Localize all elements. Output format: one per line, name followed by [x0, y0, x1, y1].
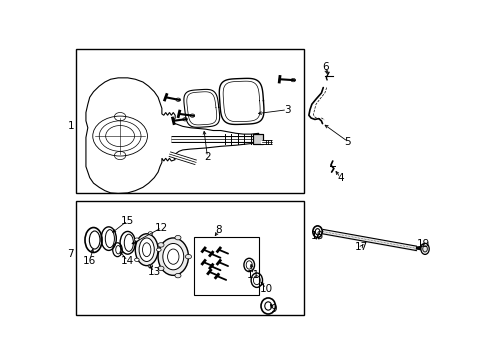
Text: 4: 4 [337, 173, 343, 183]
Circle shape [135, 238, 139, 241]
Circle shape [135, 258, 139, 261]
Text: 18: 18 [311, 231, 324, 241]
Text: 10: 10 [260, 284, 273, 293]
Text: 12: 12 [155, 222, 169, 233]
Circle shape [148, 232, 153, 235]
Text: 2: 2 [204, 152, 211, 162]
Text: 14: 14 [121, 256, 134, 266]
Circle shape [148, 264, 153, 268]
Ellipse shape [421, 243, 429, 255]
Text: 11: 11 [246, 270, 260, 280]
Circle shape [158, 266, 164, 271]
Text: 17: 17 [355, 242, 368, 252]
Bar [253, 134, 263, 144]
Text: 1: 1 [68, 121, 74, 131]
Text: 9: 9 [270, 304, 277, 314]
Text: 8: 8 [216, 225, 222, 235]
Ellipse shape [158, 238, 189, 275]
Bar [194, 237, 259, 296]
Circle shape [185, 255, 192, 259]
Text: 7: 7 [68, 249, 74, 259]
Text: 16: 16 [83, 256, 97, 266]
Ellipse shape [139, 238, 154, 261]
Bar [76, 201, 304, 315]
Circle shape [157, 248, 161, 251]
Bar [253, 134, 263, 144]
Bar [76, 49, 304, 193]
Circle shape [158, 243, 164, 247]
Ellipse shape [135, 234, 158, 266]
Text: 15: 15 [121, 216, 134, 226]
Text: 13: 13 [147, 267, 161, 277]
Text: 6: 6 [322, 62, 328, 72]
Circle shape [175, 273, 181, 278]
Text: 19: 19 [417, 239, 431, 249]
Text: 3: 3 [284, 105, 291, 115]
Text: 5: 5 [344, 136, 351, 147]
Circle shape [175, 235, 181, 240]
Ellipse shape [163, 243, 184, 270]
